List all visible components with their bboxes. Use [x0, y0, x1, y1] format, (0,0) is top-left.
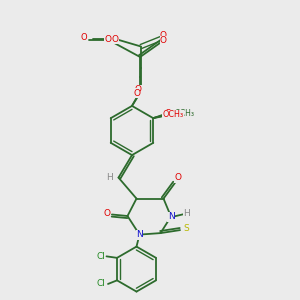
- Text: O: O: [160, 32, 167, 40]
- Text: O: O: [81, 33, 87, 42]
- Text: O: O: [133, 88, 140, 98]
- Text: O: O: [134, 85, 142, 94]
- Text: H: H: [106, 173, 113, 182]
- Text: OCH₃: OCH₃: [162, 110, 183, 119]
- Text: Cl: Cl: [96, 252, 105, 261]
- Text: O: O: [174, 173, 182, 182]
- Text: O: O: [168, 110, 175, 119]
- Text: Cl: Cl: [96, 280, 105, 289]
- Text: O: O: [112, 34, 119, 43]
- Text: N: N: [168, 212, 174, 221]
- Text: S: S: [183, 224, 189, 233]
- Text: O: O: [103, 209, 110, 218]
- Text: O: O: [165, 109, 172, 118]
- Text: H: H: [183, 209, 190, 218]
- Text: O: O: [160, 36, 167, 45]
- Text: OCH₃: OCH₃: [175, 109, 195, 118]
- Text: O: O: [104, 35, 112, 44]
- Text: N: N: [136, 230, 143, 239]
